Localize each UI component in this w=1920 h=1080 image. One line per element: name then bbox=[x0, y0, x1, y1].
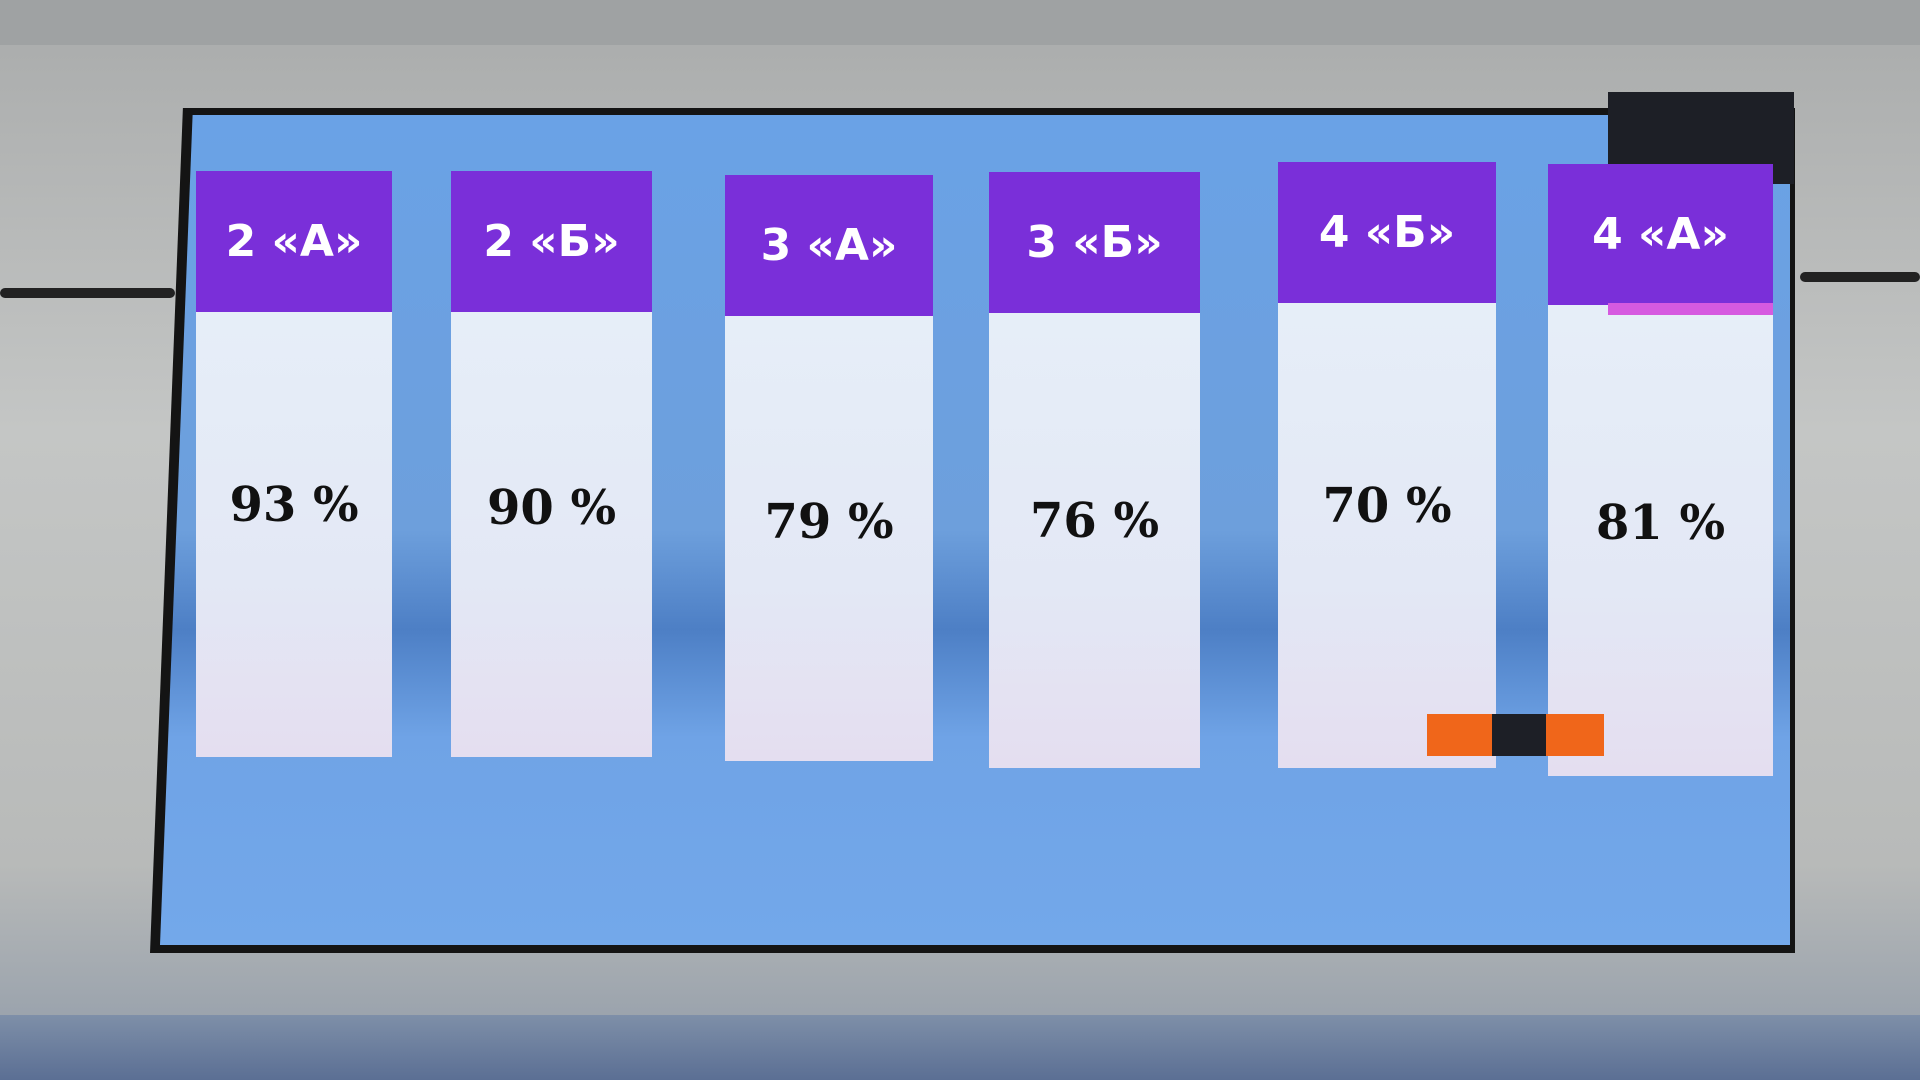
class-percent: 76 % bbox=[1029, 493, 1160, 549]
glitch-bar-magenta bbox=[1608, 303, 1773, 315]
class-card-2b: 2 «Б» 90 % bbox=[451, 171, 652, 757]
class-card-3b: 3 «Б» 76 % bbox=[989, 172, 1200, 768]
wall-rail-right bbox=[1800, 272, 1920, 282]
floor bbox=[0, 1015, 1920, 1080]
class-card-4b: 4 «Б» 70 % bbox=[1278, 162, 1496, 768]
ceiling bbox=[0, 0, 1920, 45]
wall-rail-left bbox=[0, 288, 175, 298]
class-label: 4 «Б» bbox=[1278, 162, 1496, 303]
class-label: 3 «А» bbox=[725, 175, 933, 316]
class-percent: 79 % bbox=[764, 494, 894, 550]
class-card-4a: 4 «А» 81 % bbox=[1548, 164, 1773, 776]
class-label: 4 «А» bbox=[1548, 164, 1773, 305]
led-screen bbox=[160, 115, 1790, 945]
glitch-bar-dark bbox=[1492, 714, 1546, 756]
class-percent: 81 % bbox=[1595, 495, 1726, 551]
class-label: 2 «Б» bbox=[451, 171, 652, 312]
class-label: 3 «Б» bbox=[989, 172, 1200, 313]
class-percent: 90 % bbox=[486, 480, 617, 536]
class-label: 2 «А» bbox=[196, 171, 392, 312]
class-card-3a: 3 «А» 79 % bbox=[725, 175, 933, 761]
class-card-2a: 2 «А» 93 % bbox=[196, 171, 392, 757]
class-percent: 70 % bbox=[1322, 478, 1452, 534]
class-percent: 93 % bbox=[229, 477, 359, 533]
